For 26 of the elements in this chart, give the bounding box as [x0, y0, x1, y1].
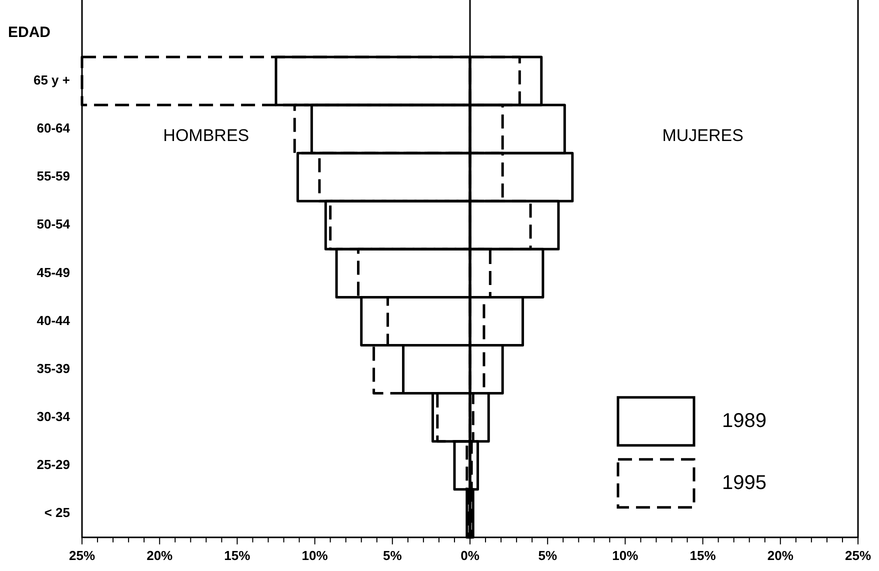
annotation: MUJERES — [662, 126, 744, 145]
legend-label: 1995 — [722, 472, 766, 494]
y-tick-label: 35-39 — [36, 360, 70, 376]
x-tick-label: 15% — [224, 548, 251, 563]
legend-label: 1989 — [722, 410, 766, 432]
x-tick-label: 25% — [844, 548, 872, 563]
y-tick-label: 65 y + — [33, 72, 70, 88]
x-tick-label: 5% — [383, 548, 402, 563]
y-tick-label: 60-64 — [36, 120, 71, 136]
y-tick-label: 30-34 — [36, 408, 71, 424]
x-tick-label: 0% — [460, 548, 480, 563]
x-tick-label: 5% — [538, 548, 558, 563]
y-tick-label: 25-29 — [36, 456, 70, 472]
y-tick-label: 40-44 — [36, 312, 71, 328]
y-tick-label: 50-54 — [36, 216, 71, 232]
x-tick-label: 10% — [612, 548, 639, 563]
y-tick-label: 55-59 — [36, 168, 70, 184]
y-tick-label: 45-49 — [36, 264, 70, 280]
x-tick-label: 20% — [767, 548, 794, 563]
annotation: HOMBRES — [163, 126, 250, 145]
x-tick-label: 15% — [690, 548, 716, 563]
y-axis-title: EDAD — [8, 24, 51, 42]
y-tick-label: < 25 — [44, 504, 70, 520]
x-tick-label: 25% — [68, 548, 96, 563]
x-tick-label: 20% — [146, 548, 174, 563]
x-tick-label: 10% — [302, 548, 328, 563]
